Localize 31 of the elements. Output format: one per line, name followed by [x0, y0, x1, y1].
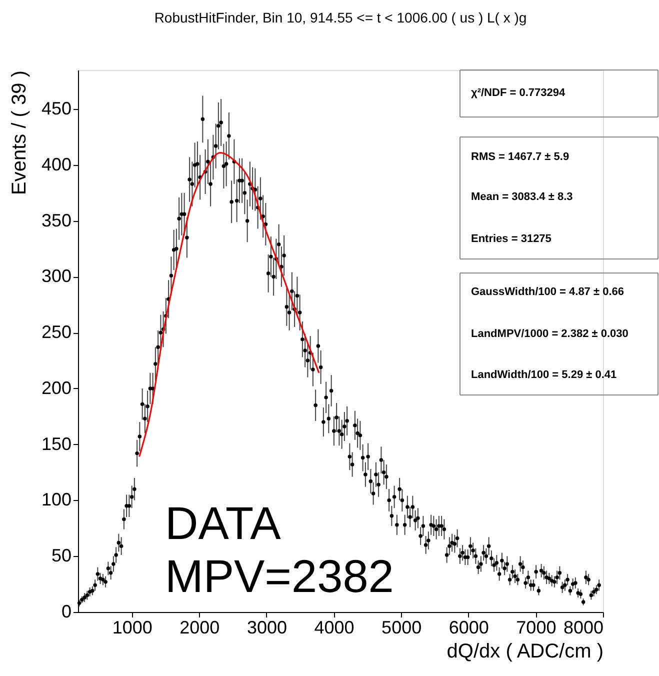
y-tick-label: 450	[41, 98, 72, 119]
line-series	[138, 152, 320, 458]
chart-title: RobustHitFinder, Bin 10, 914.55 <= t < 1006.00 ( us ) L( x )g	[154, 10, 527, 26]
x-axis-title: dQ/dx ( ADC/cm )	[446, 640, 604, 662]
annotation: LandMPV/1000 = 2.382 ± 0.030	[471, 328, 628, 340]
y-tick-label: 200	[41, 378, 72, 398]
annotation: DATA	[165, 497, 282, 549]
x-tick-label: 2000	[180, 618, 220, 638]
annotation: MPV=2382	[165, 550, 394, 602]
y-tick-label: 250	[41, 322, 72, 342]
y-tick-label: 0	[61, 602, 72, 622]
annotation: RMS = 1467.7 ± 5.9	[471, 151, 570, 163]
y-axis-title: Events / ( 39 )	[8, 70, 30, 195]
annotation: Mean = 3083.4 ± 8.3	[471, 191, 573, 203]
annotation: Entries = 31275	[471, 233, 552, 245]
x-tick-label: 4000	[314, 618, 354, 638]
y-tick-label: 50	[51, 546, 72, 566]
x-tick-label: 1000	[112, 618, 152, 638]
x-tick-label: 8000	[563, 618, 604, 638]
x-tick-label: 6000	[448, 618, 489, 638]
y-tick-label: 150	[41, 434, 72, 454]
annotation: χ²/NDF = 0.773294	[471, 87, 566, 99]
y-tick-label: 350	[41, 210, 72, 230]
annotation: GaussWidth/100 = 4.87 ± 0.66	[471, 286, 624, 298]
x-tick-label: 3000	[246, 618, 287, 638]
annotation: LandWidth/100 = 5.29 ± 0.41	[471, 369, 617, 381]
x-tick-label: 7000	[516, 618, 556, 638]
y-tick-label: 100	[41, 490, 72, 510]
y-tick-label: 400	[41, 154, 72, 174]
y-tick-label: 300	[41, 266, 72, 286]
x-tick-label: 5000	[382, 618, 422, 638]
